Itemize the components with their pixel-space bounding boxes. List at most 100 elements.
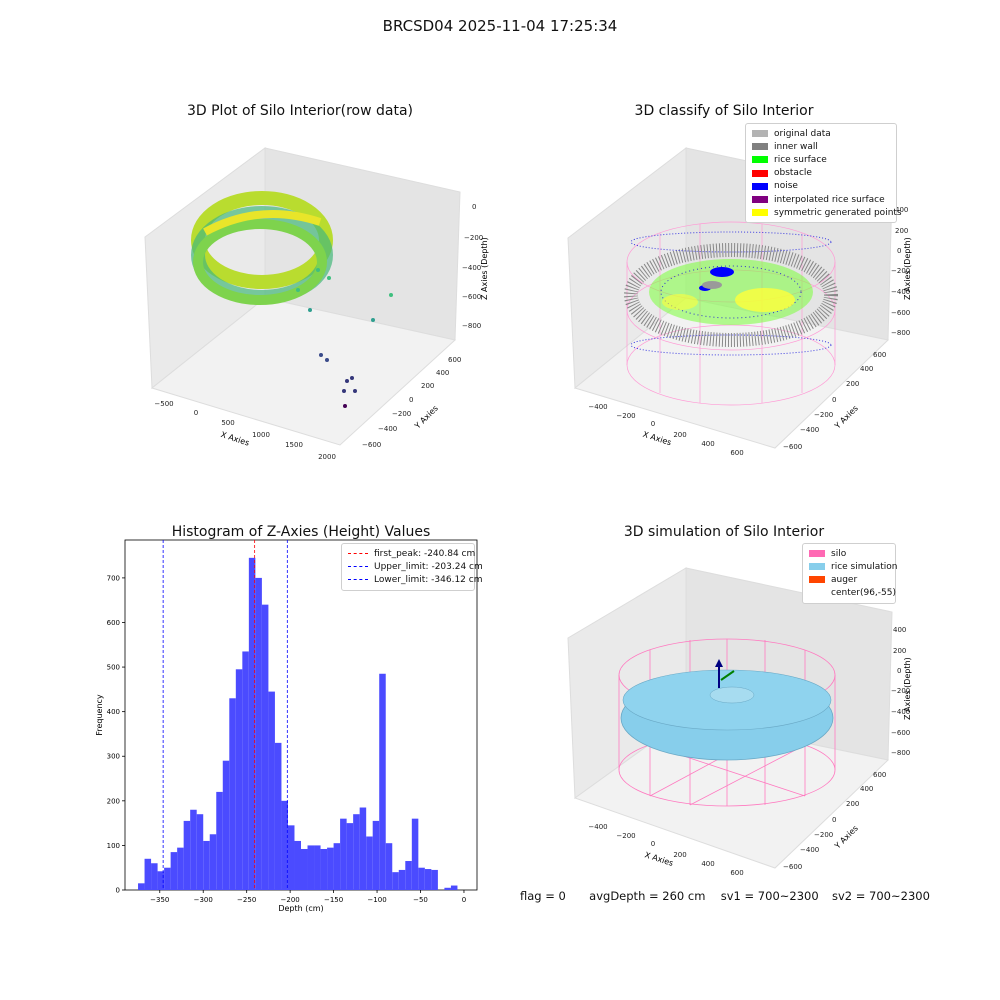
histogram-bar — [385, 843, 393, 890]
histogram-legend: first_peak: -240.84 cm Upper_limit: -203… — [341, 543, 483, 591]
x-tick: 1000 — [252, 431, 270, 439]
legend-item: symmetric generated points — [752, 206, 902, 219]
x-tick-label: −350 — [150, 896, 169, 904]
histogram-bar — [359, 807, 367, 890]
raw-3d-plot: −500 0 500 1000 1500 2000 X Axies 600 40… — [144, 147, 489, 461]
y-tick: 200 — [846, 380, 859, 388]
histogram-bar — [261, 604, 269, 890]
histogram-bar — [274, 742, 282, 890]
z-tick: 0 — [472, 203, 476, 211]
y-tick: 600 — [873, 771, 886, 779]
y-tick-label: 100 — [107, 842, 120, 850]
legend-line — [348, 579, 368, 581]
x-tick: −400 — [588, 823, 607, 831]
simulation-panel-title: 3D simulation of Silo Interior — [623, 524, 825, 540]
histogram-bar — [222, 760, 230, 890]
status-footer: flag = 0 avgDepth = 260 cm sv1 = 700~230… — [520, 889, 930, 903]
y-tick: −600 — [783, 443, 802, 451]
simulation-x-label: X Axies — [644, 850, 675, 868]
y-tick: 600 — [448, 356, 461, 364]
z-tick: 0 — [897, 247, 901, 255]
raw-x-label: X Axies — [220, 430, 251, 448]
legend-swatch — [809, 576, 825, 584]
x-tick: 500 — [221, 419, 234, 427]
histogram-bar — [333, 843, 341, 890]
sv1-text: sv1 = 700~2300 — [720, 889, 819, 903]
histogram-reference-lines — [162, 540, 288, 890]
z-tick: 200 — [895, 227, 908, 235]
y-tick-label: 200 — [107, 797, 120, 805]
x-tick-label: −50 — [413, 896, 428, 904]
y-tick-label: 0 — [116, 887, 120, 895]
y-tick: −200 — [814, 411, 833, 419]
z-tick: −800 — [891, 329, 910, 337]
legend-swatch — [752, 156, 768, 164]
legend-item: inner wall — [752, 140, 890, 153]
histogram-bar — [307, 845, 315, 890]
x-tick: 0 — [194, 409, 198, 417]
y-tick: 400 — [436, 369, 449, 377]
legend-swatch — [752, 209, 768, 217]
x-tick: 0 — [651, 840, 655, 848]
raw-point-cloud — [191, 191, 393, 408]
y-tick: 0 — [832, 396, 836, 404]
classify-3d-plot: −400 −200 0 200 400 600 X Axies 600 400 … — [567, 146, 912, 457]
simulation-z-ticks: 400 200 0 −200 −400 −600 −800 — [891, 626, 910, 757]
histogram-bar — [450, 885, 458, 890]
sv2-text: sv2 = 700~2300 — [831, 889, 930, 903]
z-tick: −400 — [891, 708, 910, 716]
legend-swatch — [809, 563, 825, 571]
histogram-bar — [177, 847, 184, 890]
x-tick-label: −150 — [324, 896, 343, 904]
histogram-bar — [190, 809, 197, 890]
classify-point-cloud — [624, 231, 838, 356]
y-tick: −200 — [814, 831, 833, 839]
legend-item: center(96,-55) — [809, 587, 896, 600]
x-tick: 2000 — [318, 453, 336, 461]
legend-swatch — [752, 182, 768, 190]
z-tick: −800 — [462, 322, 481, 330]
z-tick: −600 — [462, 293, 481, 301]
y-tick: 200 — [421, 382, 434, 390]
avg-depth-text: avgDepth = 260 cm — [589, 889, 706, 903]
histogram-y-label: Frequency — [95, 694, 104, 736]
histogram-bar — [203, 840, 210, 890]
simulation-3d-plot: −400 −200 0 200 400 600 X Axies 600 400 … — [567, 567, 912, 877]
histogram-bar — [320, 848, 328, 890]
y-tick: −400 — [378, 425, 397, 433]
histogram-x-label: Depth (cm) — [278, 904, 323, 913]
simulation-legend: silo rice simulation auger center(96,-55… — [802, 543, 897, 604]
legend-swatch — [809, 550, 825, 558]
legend-item: interpolated rice surface — [752, 193, 890, 206]
auger-marker — [715, 659, 735, 688]
x-tick: 1500 — [285, 441, 303, 449]
histogram-bar — [268, 691, 275, 890]
histogram-bar — [183, 820, 191, 890]
raw-y-label: Y Axies — [412, 404, 440, 432]
legend-item: Upper_limit: -203.24 cm — [348, 560, 483, 573]
classify-panel-title: 3D classify of Silo Interior — [634, 103, 814, 119]
y-tick: −400 — [800, 426, 819, 434]
y-tick: −600 — [362, 441, 381, 449]
histogram-x-ticks: −350 −300 −250 −200 −150 −100 −50 0 — [150, 890, 466, 904]
legend-item: original data — [752, 127, 890, 140]
y-tick: 400 — [860, 365, 873, 373]
y-tick: 0 — [832, 816, 836, 824]
raw-y-ticks: 600 400 200 0 −200 −400 −600 — [362, 356, 461, 449]
histogram-bar — [444, 887, 451, 890]
flag-text: flag = 0 — [520, 889, 566, 903]
histogram-bar — [424, 869, 432, 890]
histogram-bar — [314, 845, 321, 890]
histogram-bar — [242, 651, 249, 890]
histogram-bar — [411, 818, 419, 890]
histogram-bar — [372, 820, 380, 890]
legend-item: silo — [809, 547, 889, 560]
x-tick-label: −200 — [281, 896, 300, 904]
z-tick: 400 — [895, 206, 908, 214]
x-tick: 200 — [673, 431, 686, 439]
y-tick-label: 700 — [107, 574, 120, 582]
legend-item: auger — [809, 573, 889, 586]
x-tick: 0 — [651, 420, 655, 428]
classify-legend: original data inner wall rice surface ob… — [745, 123, 902, 224]
histogram-bar — [353, 814, 360, 890]
